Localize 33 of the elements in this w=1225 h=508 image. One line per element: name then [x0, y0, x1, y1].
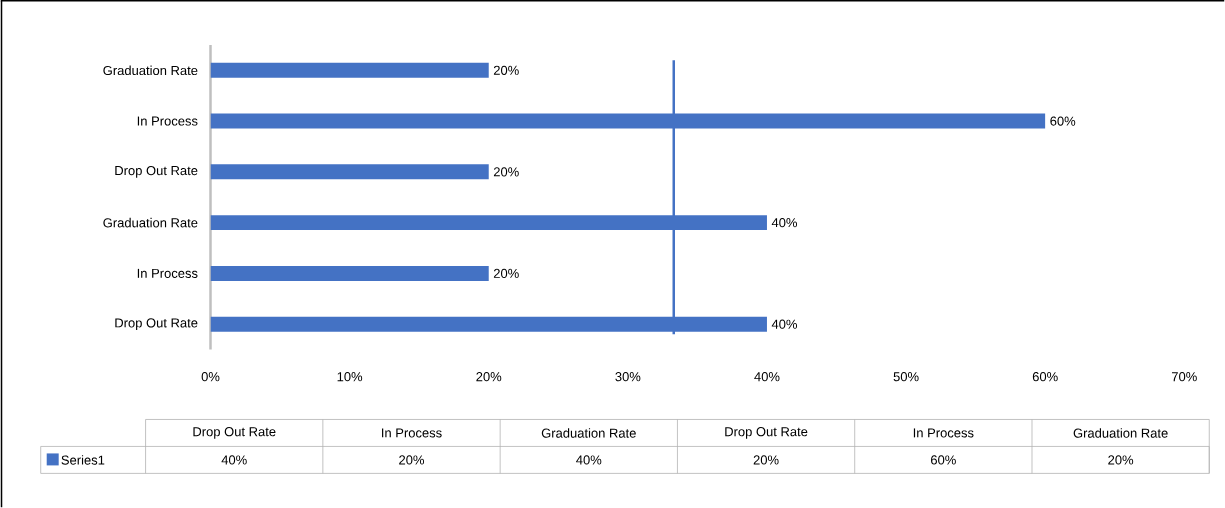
- x-tick-label: 0%: [201, 372, 220, 382]
- data-label: 40%: [771, 217, 798, 228]
- x-tick-label: 70%: [1171, 372, 1197, 382]
- text: 40%: [221, 455, 247, 465]
- y-tick-label: In Process: [137, 116, 198, 126]
- data-label: 20%: [493, 65, 519, 75]
- category-label: In Process: [913, 428, 974, 438]
- category-label: Drop Out Rate: [193, 427, 276, 439]
- category-label: In Process: [382, 428, 442, 438]
- text: 20%: [399, 455, 425, 465]
- x-tick-label: 10%: [337, 372, 363, 382]
- data-label: 60%: [1050, 116, 1076, 126]
- x-tick-label: 40%: [754, 372, 780, 382]
- data-label: 20%: [493, 268, 519, 278]
- text: 20%: [1108, 455, 1134, 465]
- y-tick-label: Drop Out Rate: [115, 318, 198, 331]
- category-label: Graduation Rate: [541, 428, 636, 438]
- x-tick-label: 30%: [615, 372, 641, 382]
- text: 60%: [931, 455, 956, 465]
- y-tick-label: Graduation Rate: [103, 217, 198, 228]
- legend-label: Series1: [61, 455, 105, 465]
- y-tick-label: Graduation Rate: [103, 65, 198, 76]
- category-label: Graduation Rate: [1073, 428, 1168, 438]
- x-tick-label: 20%: [476, 372, 502, 382]
- x-tick-label: 60%: [1032, 372, 1058, 382]
- x-tick-label: 50%: [893, 372, 919, 382]
- y-tick-label: Drop Out Rate: [115, 165, 198, 178]
- data-label: 20%: [493, 167, 519, 177]
- y-tick-label: In Process: [137, 268, 198, 278]
- category-label: Drop Out Rate: [725, 427, 808, 439]
- text: 40%: [576, 455, 602, 465]
- data-label: 40%: [771, 319, 798, 329]
- text: 20%: [753, 455, 779, 465]
